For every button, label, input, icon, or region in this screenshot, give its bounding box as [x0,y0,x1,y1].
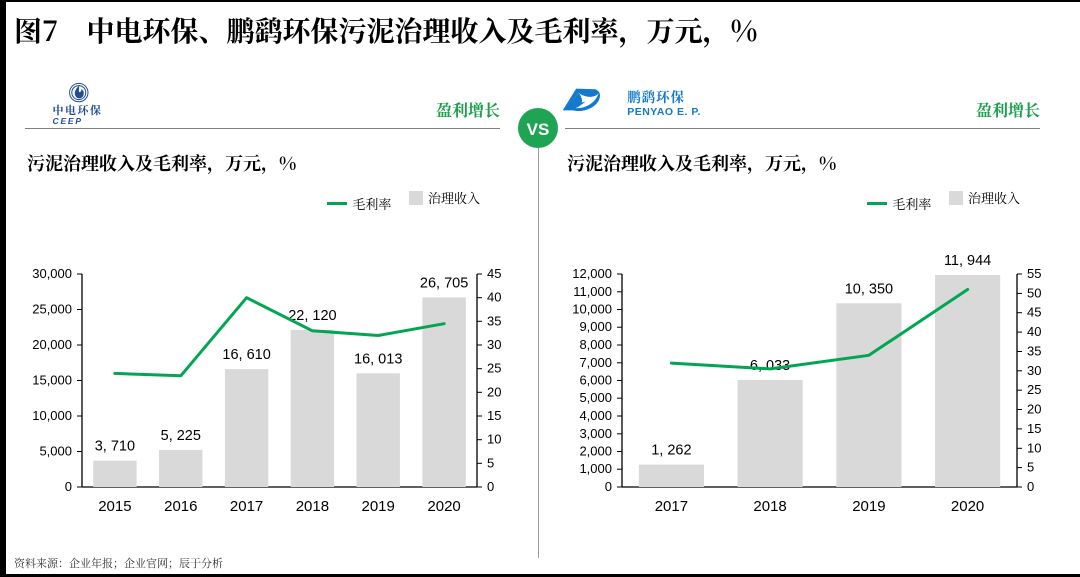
svg-text:16, 013: 16, 013 [354,351,402,367]
svg-text:2020: 2020 [951,498,984,515]
svg-text:5,000: 5,000 [39,444,72,459]
svg-text:2020: 2020 [427,498,460,515]
svg-text:7,000: 7,000 [579,355,612,370]
svg-text:2019: 2019 [362,498,395,515]
svg-text:25: 25 [1027,382,1041,397]
svg-text:10: 10 [1027,440,1041,455]
svg-text:15,000: 15,000 [32,373,72,388]
svg-text:15: 15 [1027,421,1041,436]
svg-text:2015: 2015 [98,498,131,515]
svg-text:1,000: 1,000 [579,461,612,476]
svg-text:45: 45 [487,266,501,281]
svg-text:5,000: 5,000 [579,390,612,405]
svg-text:20: 20 [1027,402,1041,417]
svg-text:9,000: 9,000 [579,319,612,334]
svg-text:15: 15 [487,408,501,423]
svg-text:5: 5 [487,455,494,470]
svg-text:40: 40 [1027,324,1041,339]
svg-text:11, 944: 11, 944 [944,253,991,269]
svg-text:VS: VS [527,120,550,139]
svg-text:2016: 2016 [164,498,197,515]
svg-text:0: 0 [65,479,72,494]
svg-text:25,000: 25,000 [32,302,72,317]
svg-text:2,000: 2,000 [579,444,612,459]
svg-text:3,000: 3,000 [579,426,612,441]
svg-text:16, 610: 16, 610 [222,347,270,363]
svg-text:3, 710: 3, 710 [95,439,135,455]
svg-text:1, 262: 1, 262 [651,443,691,459]
svg-text:4,000: 4,000 [579,408,612,423]
svg-text:11,000: 11,000 [573,284,612,299]
svg-text:30,000: 30,000 [32,266,72,281]
svg-text:8,000: 8,000 [579,337,612,352]
svg-text:35: 35 [487,313,501,328]
svg-text:5, 225: 5, 225 [161,428,201,444]
svg-text:10,000: 10,000 [32,408,72,423]
svg-text:0: 0 [1027,479,1034,494]
svg-text:10,000: 10,000 [572,302,612,317]
svg-text:2017: 2017 [230,498,263,515]
svg-text:0: 0 [605,479,612,494]
svg-text:40: 40 [487,290,501,305]
svg-text:35: 35 [1027,344,1041,359]
svg-text:12,000: 12,000 [572,266,612,281]
svg-text:20,000: 20,000 [32,337,72,352]
svg-text:2019: 2019 [852,498,885,515]
svg-text:55: 55 [1027,266,1041,281]
svg-text:30: 30 [1027,363,1041,378]
svg-text:2018: 2018 [753,498,786,515]
svg-text:10: 10 [487,432,501,447]
svg-text:2017: 2017 [655,498,688,515]
svg-text:10, 350: 10, 350 [845,281,893,297]
svg-text:20: 20 [487,384,501,399]
svg-text:5: 5 [1027,460,1034,475]
svg-text:30: 30 [487,337,501,352]
svg-text:6,000: 6,000 [579,373,612,388]
svg-text:25: 25 [487,361,501,376]
svg-text:0: 0 [487,479,494,494]
svg-text:26, 705: 26, 705 [420,275,468,291]
svg-text:45: 45 [1027,305,1041,320]
svg-text:50: 50 [1027,285,1041,300]
svg-text:2018: 2018 [296,498,329,515]
